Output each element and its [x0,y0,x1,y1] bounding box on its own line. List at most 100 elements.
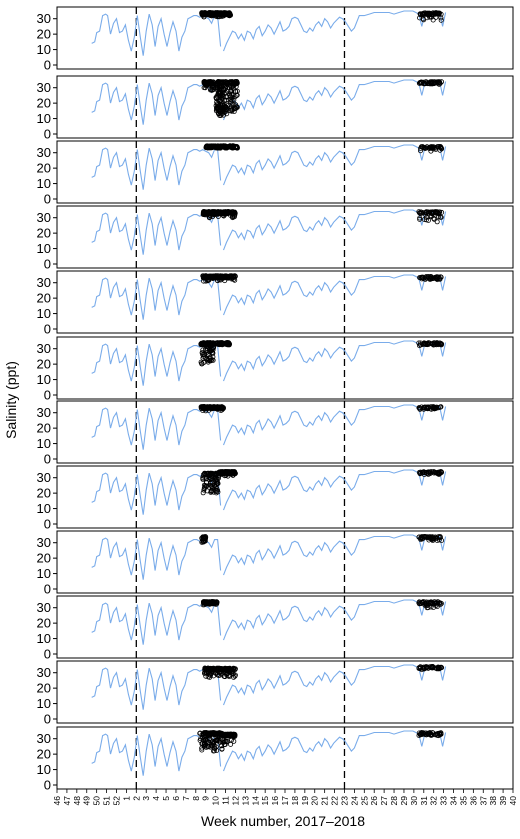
observation-point [199,361,205,367]
observation-points [201,79,444,119]
observation-point [223,211,229,217]
observation-points [200,273,444,284]
y-tick-label: 0 [44,322,51,337]
salinity-line [91,209,447,255]
observation-point [233,106,239,112]
observation-point [431,216,437,222]
observation-point [217,109,223,115]
y-tick-label: 20 [37,681,51,696]
observation-point [228,99,234,105]
observation-point [425,217,431,223]
observation-point [428,406,434,412]
y-tick-label: 20 [37,551,51,566]
observation-point [438,15,444,21]
observation-points [203,143,445,154]
observation-point [219,273,225,279]
x-tick-label: 1 [121,796,131,801]
salinity-line [91,730,447,776]
observation-point [424,601,430,607]
panel-frame [56,205,514,269]
observation-point [434,219,440,225]
observation-point [229,210,235,216]
y-tick-label: 30 [37,341,51,356]
observation-point [227,274,233,280]
x-tick-label: 33 [439,796,449,806]
observation-point [430,664,436,670]
x-tick-label: 23 [339,796,349,806]
x-tick-label: 8 [191,796,201,801]
observation-point [427,664,433,670]
observation-point [218,405,224,411]
y-tick-label: 0 [44,712,51,727]
x-tick-label: 37 [478,796,488,806]
panel-stack: 0102030010203001020300102030010203001020… [37,6,514,793]
observation-point [431,80,437,86]
x-tick-label: 18 [290,796,300,806]
x-tick-label: 15 [260,796,270,806]
observation-point [201,743,207,749]
observation-point [229,666,235,672]
observation-point [218,671,224,677]
x-tick-label: 34 [449,796,459,806]
observation-point [209,144,215,150]
y-tick-label: 0 [44,647,51,662]
x-tick-label: 5 [161,796,171,801]
y-tick-label: 20 [37,161,51,176]
observation-point [207,354,213,360]
observation-point [421,17,427,23]
observation-point [213,484,219,490]
x-tick-label: 29 [399,796,409,806]
observation-point [222,470,228,476]
x-tick-label: 25 [359,796,369,806]
x-tick-label: 30 [409,796,419,806]
observation-point [232,94,238,100]
observation-point [438,17,444,23]
observation-point [212,745,218,751]
observation-point [416,666,422,672]
salinity-line [91,664,447,710]
observation-point [227,106,233,112]
observation-points [197,730,444,754]
y-tick-label: 20 [37,291,51,306]
observation-point [212,143,218,149]
observation-point [439,209,445,215]
observation-point [423,210,429,216]
panel-frame [56,336,514,400]
salinity-line [91,10,447,56]
x-tick-label: 26 [369,796,379,806]
observation-point [421,469,427,475]
observation-point [208,482,214,488]
observation-point [228,144,234,150]
observation-point [229,94,235,100]
observation-point [218,79,224,85]
observation-point [231,79,237,85]
y-tick-label: 30 [37,145,51,160]
observation-point [424,10,430,16]
observation-point [233,143,239,149]
y-tick-label: 30 [37,275,51,290]
observation-point [428,209,434,215]
x-tick-label: 40 [508,796,518,806]
observation-point [438,731,444,737]
observation-point [217,106,223,112]
observation-point [222,739,228,745]
observation-point [208,480,214,486]
y-tick-label: 0 [44,58,51,73]
observation-point [432,406,438,412]
observation-point [207,144,213,150]
observation-point [201,405,207,411]
observation-point [419,79,425,85]
x-tick-label: 9 [201,796,211,801]
salinity-line [91,404,447,450]
y-tick-label: 0 [44,257,51,272]
observation-points [200,208,445,225]
observation-point [216,405,222,411]
observation-point [228,87,234,93]
y-tick-label: 30 [37,665,51,680]
